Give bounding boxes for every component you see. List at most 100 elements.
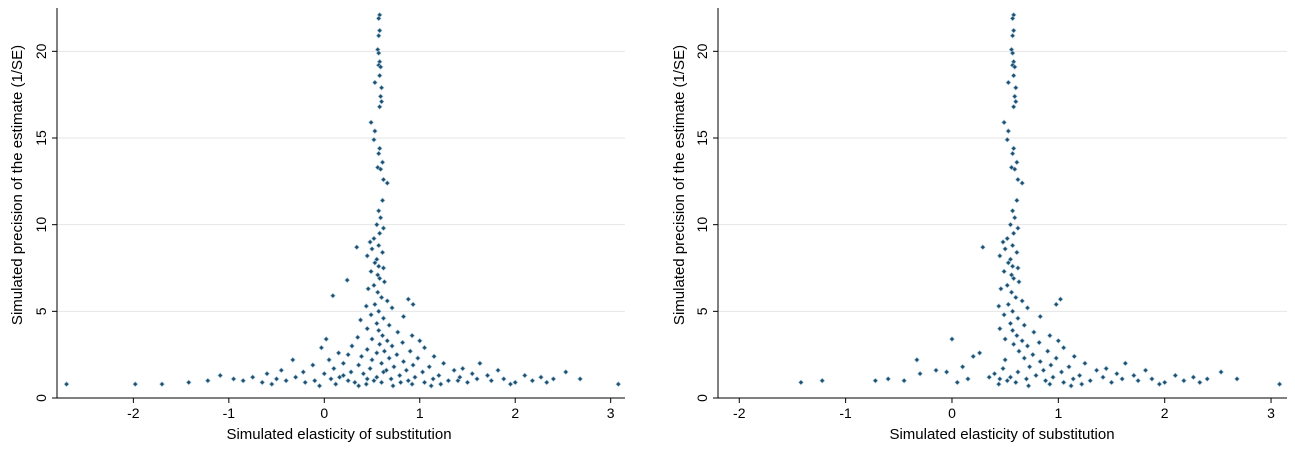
data-point [321, 370, 328, 377]
data-point [1172, 372, 1179, 379]
data-point [375, 308, 382, 315]
data-point [132, 381, 139, 387]
data-point [377, 214, 384, 221]
data-point [353, 244, 360, 251]
y-tick-label: 0 [694, 394, 710, 402]
data-point [1057, 296, 1064, 303]
data-point [430, 376, 436, 382]
data-point [512, 379, 519, 386]
data-point [323, 336, 330, 342]
data-point [1000, 239, 1006, 245]
data-point [273, 376, 280, 382]
data-point [1012, 294, 1019, 301]
data-point [1135, 377, 1141, 384]
data-point [302, 379, 309, 386]
data-point [1053, 301, 1060, 308]
data-point [1234, 376, 1240, 382]
data-point [872, 377, 879, 384]
data-point [1015, 265, 1021, 271]
data-point [378, 84, 385, 91]
data-points [63, 12, 622, 389]
data-point [394, 329, 401, 335]
data-point [1002, 246, 1008, 252]
data-point [1103, 365, 1110, 372]
data-point [363, 303, 370, 309]
data-point [1011, 64, 1018, 70]
data-point [997, 376, 1003, 382]
data-point [365, 285, 372, 292]
data-point [379, 159, 386, 166]
data-point [1025, 383, 1032, 389]
data-point [1068, 383, 1074, 389]
data-point [1276, 381, 1283, 387]
data-point [1016, 279, 1022, 285]
data-point [289, 357, 296, 363]
data-point [1009, 242, 1016, 249]
data-point [379, 332, 386, 339]
data-point [278, 367, 285, 374]
data-point [1015, 369, 1021, 375]
data-point [380, 225, 387, 231]
data-point [1008, 272, 1015, 278]
data-point [1010, 341, 1017, 348]
data-point [1014, 159, 1020, 166]
data-point [1011, 166, 1018, 173]
data-point [1037, 358, 1044, 365]
data-point [352, 379, 358, 386]
data-point [445, 377, 452, 384]
data-point [368, 119, 374, 126]
data-point [1024, 343, 1031, 349]
data-point [389, 305, 395, 311]
data-point [1005, 259, 1012, 266]
data-point [1042, 377, 1049, 384]
data-point [543, 379, 550, 386]
data-point [376, 72, 383, 79]
data-point [217, 372, 224, 379]
data-point [1082, 360, 1088, 367]
data-point [292, 374, 299, 381]
data-point [1015, 315, 1021, 322]
data-point [1048, 362, 1054, 368]
data-point [345, 351, 351, 358]
data-point [1009, 15, 1016, 22]
data-point [1012, 98, 1019, 105]
data-point [375, 263, 382, 270]
data-point [1004, 377, 1011, 384]
data-point [495, 367, 501, 374]
data-point [367, 239, 373, 245]
data-point [355, 383, 362, 389]
data-point [379, 249, 386, 256]
data-point [369, 357, 375, 363]
data-point [819, 377, 826, 384]
data-point [405, 377, 412, 384]
data-point [507, 381, 514, 387]
data-point [1014, 249, 1020, 256]
data-point [998, 285, 1004, 292]
data-point [1007, 320, 1014, 327]
data-point [943, 369, 950, 375]
data-point [354, 334, 361, 341]
data-point [360, 370, 367, 377]
data-point [375, 150, 382, 157]
data-point [310, 362, 316, 368]
data-point [376, 275, 383, 282]
data-point [368, 268, 374, 275]
data-point [1019, 298, 1026, 304]
data-point [997, 253, 1003, 259]
data-point [415, 355, 421, 361]
data-point [1004, 136, 1011, 143]
data-point [1055, 337, 1062, 344]
data-point [577, 376, 583, 382]
data-point [1002, 357, 1008, 363]
data-point [399, 339, 406, 346]
data-point [311, 377, 318, 384]
data-point [1047, 381, 1053, 387]
x-tick-label: -2 [733, 405, 746, 421]
data-point [363, 381, 370, 387]
data-point [375, 50, 382, 56]
data-point [376, 145, 383, 152]
data-point [376, 230, 383, 237]
data-point [375, 327, 382, 334]
data-point [368, 311, 374, 318]
data-point [364, 346, 371, 353]
